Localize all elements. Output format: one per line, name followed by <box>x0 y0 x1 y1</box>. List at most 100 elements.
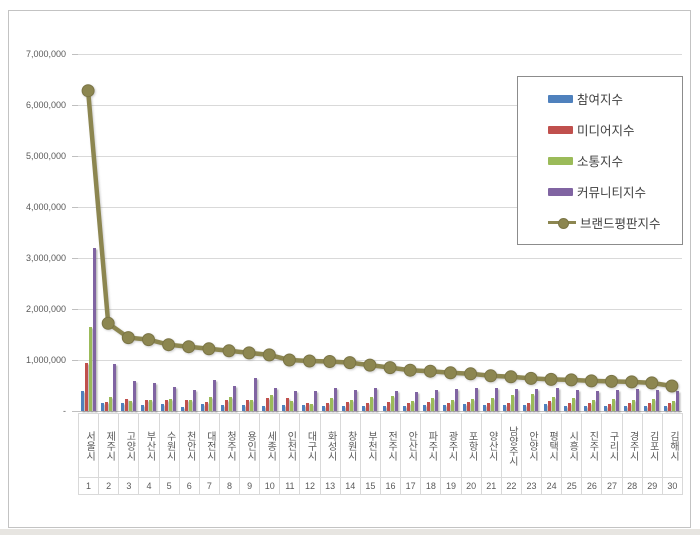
rank-cell: 17 <box>400 477 422 495</box>
category-cell: 대구시 <box>299 413 321 478</box>
communication-index-bar <box>310 403 314 411</box>
rank-cell: 8 <box>218 477 241 495</box>
y-axis-tick <box>72 411 78 412</box>
bar-group <box>299 54 319 411</box>
brand-reputation-marker-icon <box>564 373 578 387</box>
bar-group <box>78 54 98 411</box>
rank-cell: 11 <box>279 477 301 495</box>
communication-index-bar <box>189 400 193 411</box>
communication-index-bar <box>652 398 656 411</box>
y-axis-zero-label: - <box>63 406 66 416</box>
community-index-bar <box>132 381 136 411</box>
rank-cell: 10 <box>259 477 281 495</box>
bar-group <box>420 54 440 411</box>
y-axis-tick <box>72 54 78 55</box>
community-index-bar <box>334 388 338 411</box>
bar-group <box>259 54 279 411</box>
media-index-bar <box>587 402 591 411</box>
legend-item-brand-reputation-index: 브랜드평판지수 <box>548 213 682 232</box>
participation-index-bar <box>583 405 587 411</box>
category-label: 고양시 <box>123 430 135 461</box>
category-cell: 세종시 <box>259 413 281 478</box>
bar-group <box>98 54 118 411</box>
bar-group <box>219 54 239 411</box>
brand-reputation-marker-icon <box>605 374 618 388</box>
rank-label: 4 <box>146 481 152 491</box>
community-index-bar <box>575 390 579 411</box>
participation-index-bar <box>261 405 265 411</box>
participation-index-bar <box>322 405 326 411</box>
community-index-bar <box>656 389 660 411</box>
category-cell: 수원시 <box>158 413 180 478</box>
communication-index-bar <box>370 396 374 411</box>
communication-index-bar <box>128 400 132 411</box>
brand-reputation-marker-icon <box>363 358 377 372</box>
bar-group <box>360 54 380 411</box>
community-index-bar <box>495 387 499 411</box>
bar-group <box>239 54 259 411</box>
bar-group <box>561 54 581 411</box>
communication-index-bar <box>591 399 595 411</box>
media-index-bar <box>507 403 511 411</box>
participation-index-bar <box>543 404 547 411</box>
brand-reputation-marker-icon <box>101 316 115 330</box>
participation-index-bar <box>644 405 648 411</box>
category-label: 대전시 <box>204 430 216 461</box>
rank-cell: 19 <box>440 477 462 495</box>
rank-cell: 23 <box>520 477 543 495</box>
bar-group <box>159 54 179 411</box>
rank-label: 19 <box>445 481 456 491</box>
participation-index-bar <box>604 405 608 411</box>
rank-label: 30 <box>667 481 678 491</box>
category-label: 화성시 <box>325 430 337 461</box>
category-label: 제주시 <box>103 430 115 461</box>
rank-cell: 3 <box>118 477 140 495</box>
bar-group <box>138 54 158 411</box>
rank-label: 20 <box>466 481 477 491</box>
brand-reputation-marker-icon <box>464 367 478 381</box>
y-axis-tick <box>72 360 78 361</box>
brand-reputation-marker-icon <box>504 370 518 384</box>
participation-index-bar <box>664 405 668 411</box>
community-index-bar <box>414 391 418 411</box>
bar-group <box>118 54 138 411</box>
communication-index-bar <box>612 398 616 411</box>
participation-index-bar <box>624 405 628 411</box>
community-index-bar <box>616 390 620 411</box>
bar-group <box>601 54 621 411</box>
bar-group <box>380 54 400 411</box>
category-label: 진주시 <box>586 430 598 461</box>
category-cell: 제주시 <box>98 413 120 478</box>
participation-index-bar <box>100 403 104 411</box>
brand-reputation-marker-icon <box>222 344 236 358</box>
community-index-bar <box>515 389 519 411</box>
category-label: 남양주시 <box>506 425 518 466</box>
rank-cell: 12 <box>299 477 321 495</box>
media-index-bar <box>306 402 310 411</box>
brand-reputation-line-svg <box>81 84 679 393</box>
media-index-bar <box>165 400 169 411</box>
media-index-bar <box>326 403 330 411</box>
participation-index-bar <box>221 404 225 411</box>
category-cell: 청주시 <box>218 413 241 478</box>
category-label: 안산시 <box>405 430 417 461</box>
legend-item-communication-index: 소통지수 <box>548 151 682 170</box>
communication-index-bar <box>571 398 575 411</box>
category-cell: 용인시 <box>239 413 261 478</box>
y-axis-tick <box>72 258 78 259</box>
communication-index-bar <box>390 395 394 411</box>
participation-index-bar <box>362 405 366 411</box>
gridline <box>78 360 682 361</box>
rank-label: 9 <box>247 481 253 491</box>
communication-index-bar <box>88 326 92 411</box>
legend-label: 참여지수 <box>577 93 624 107</box>
community-index-bar <box>314 390 318 411</box>
gridline <box>78 309 682 310</box>
rank-cell: 14 <box>339 477 361 495</box>
gridline <box>78 156 682 157</box>
media-index-bar <box>608 403 612 411</box>
communication-index-bar <box>632 399 636 411</box>
community-index-bar <box>454 388 458 411</box>
participation-index-swatch-icon <box>548 94 573 103</box>
communication-index-bar <box>269 395 273 411</box>
